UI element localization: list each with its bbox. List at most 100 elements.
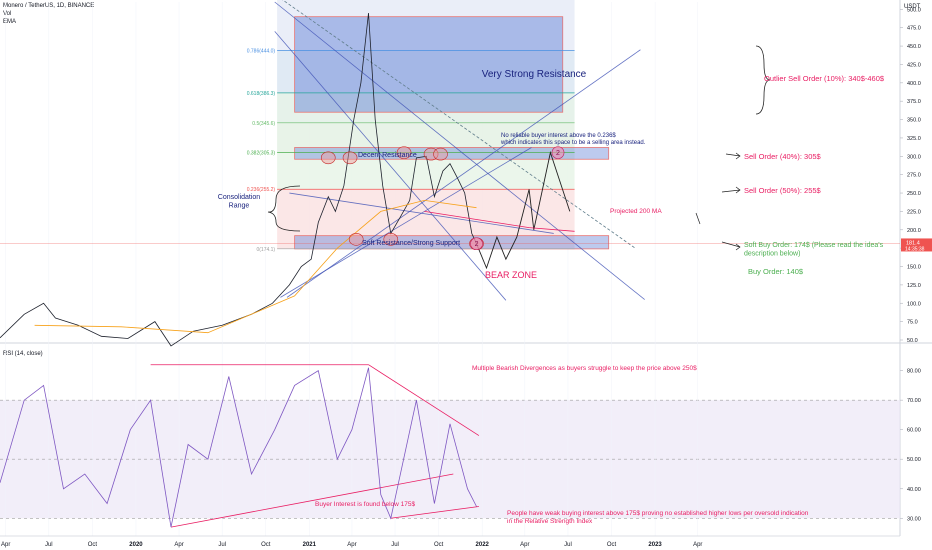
marker-2-circle <box>470 237 483 251</box>
very-strong-resistance-label: Very Strong Resistance <box>482 69 587 80</box>
fib-level-label: 0.236(255.2) <box>247 187 276 193</box>
price-axis-tick-label: 500.0 <box>907 7 921 13</box>
price-axis-tick-label: 225.0 <box>907 209 921 215</box>
time-axis-tick-label: Apr <box>347 542 356 548</box>
touch-point-circle <box>342 151 358 165</box>
time-axis-tick-label: Apr <box>174 542 183 548</box>
price-axis-tick-label: 425.0 <box>907 62 921 68</box>
price-axis-tick-label: 300.0 <box>907 154 921 160</box>
fib-band <box>277 189 575 249</box>
buy-order-label: Buy Order: 140$ <box>748 267 804 276</box>
price-axis-tick-label: 125.0 <box>907 283 921 289</box>
soft-buy-order-label: Soft Buy Order: 174$ (Please read the id… <box>744 242 884 257</box>
time-axis-tick-label: Jul <box>45 542 53 548</box>
bear-zone-label: BEAR ZONE <box>485 270 537 280</box>
trend-line <box>280 147 532 298</box>
bearish-divergence-label: Multiple Bearish Divergences as buyers s… <box>472 365 697 372</box>
marker-2-circle <box>551 146 565 159</box>
marker-2-label: 2 <box>475 241 479 248</box>
time-axis-tick-label: Jul <box>391 542 399 548</box>
current-price-value: 181.4 <box>906 240 920 246</box>
current-price-time: 14:35:38 <box>905 246 925 252</box>
price-axis-tick-label: 350.0 <box>907 118 921 124</box>
dashed-trend-line <box>282 0 636 249</box>
price-axis-tick-label: 450.0 <box>907 44 921 50</box>
time-axis-tick-label: Apr <box>693 542 702 548</box>
price-axis-tick-label: 375.0 <box>907 99 921 105</box>
sell-40-arrow <box>725 152 741 160</box>
rsi-axis-tick-label: 50.00 <box>907 457 921 463</box>
decent-resistance-zone <box>294 147 610 160</box>
rsi-series-line[interactable] <box>0 367 477 528</box>
projected-ma-label: Projected 200 MA <box>610 208 662 215</box>
touch-point-circle <box>433 147 448 161</box>
price-series-line[interactable] <box>0 12 477 347</box>
projected-path-line <box>476 150 571 270</box>
rsi-axis-tick-label: 70.00 <box>907 398 921 404</box>
fib-level-label: 0.618(386.3) <box>247 91 276 97</box>
time-axis-tick-label: 2022 <box>476 542 490 548</box>
soft-buy-arrow <box>721 241 741 251</box>
current-price-badge <box>901 238 932 252</box>
touch-point-circle <box>320 151 336 165</box>
time-axis-tick-label: Jul <box>564 542 572 548</box>
touch-point-circle <box>396 146 412 159</box>
touch-point-circle <box>383 233 399 246</box>
price-axis-tick-label: 100.0 <box>907 301 921 307</box>
ema-indicator-label[interactable]: EMA <box>3 19 17 25</box>
time-axis-tick-label: Apr <box>1 542 10 548</box>
projection-arrow <box>695 212 701 225</box>
price-axis-tick-label: 275.0 <box>907 173 921 179</box>
rsi-divergence-line <box>390 506 479 519</box>
price-axis-tick-label: 250.0 <box>907 191 921 197</box>
fib-band <box>277 0 575 51</box>
projected-200ma-line <box>424 211 575 232</box>
rsi-axis-tick-label: 30.00 <box>907 516 921 522</box>
price-axis-tick-label: 50.0 <box>907 338 918 344</box>
sell-order-50-label: Sell Order (50%): 255$ <box>744 186 822 195</box>
fib-level-label: 0.5(345.6) <box>252 121 275 127</box>
time-axis-tick-label: Jul <box>218 542 226 548</box>
soft-support-label: Soft Resistance/Strong Support <box>362 240 460 247</box>
outlier-bracket <box>755 45 771 115</box>
sell-order-40-label: Sell Order (40%): 305$ <box>744 152 822 161</box>
rsi-indicator-label[interactable]: RSI (14, close) <box>3 351 43 357</box>
price-axis-tick-label: 200.0 <box>907 228 921 234</box>
fib-level-label: 0(174.1) <box>256 247 275 253</box>
trend-line <box>274 31 507 301</box>
outlier-sell-order-label: Outlier Sell Order (10%): 340$-460$ <box>764 74 885 83</box>
very-strong-resistance-zone <box>294 16 564 113</box>
trend-line <box>289 192 554 234</box>
rsi-axis-tick-label: 60.00 <box>907 428 921 434</box>
consolidation-range-label: Consolidation Range <box>218 194 261 209</box>
consolidation-bracket <box>267 185 301 232</box>
price-axis-tick-label: 75.0 <box>907 320 918 326</box>
rsi-axis-tick-label: 40.00 <box>907 487 921 493</box>
price-axis-tick-label: 150.0 <box>907 265 921 271</box>
buyer-interest-note: No reliable buyer interest above the 0.2… <box>500 133 646 146</box>
time-axis-tick-label: Oct <box>607 542 617 548</box>
trend-line <box>286 49 641 298</box>
rsi-divergence-line <box>368 364 480 436</box>
price-axis-tick-label: 400.0 <box>907 81 921 87</box>
buyer-interest-label: Buyer Interest is found below 175$ <box>315 501 415 508</box>
weak-buying-label: People have weak buying interest above 1… <box>507 510 809 525</box>
currency-label: USDT <box>904 4 921 10</box>
marker-2-label: 2 <box>556 150 560 157</box>
ema-line <box>34 199 477 334</box>
time-axis-tick-label: 2023 <box>648 542 662 548</box>
time-axis-tick-label: Oct <box>434 542 444 548</box>
fib-level-label: 0.786(444.0) <box>247 48 276 54</box>
fib-band <box>277 152 575 190</box>
time-axis-tick-label: Apr <box>520 542 529 548</box>
volume-indicator-label[interactable]: Vol <box>3 11 12 17</box>
time-axis-tick-label: 2021 <box>303 542 317 548</box>
rsi-axis-tick-label: 80.00 <box>907 369 921 375</box>
fib-band <box>277 50 575 93</box>
rsi-divergence-line <box>170 473 454 528</box>
time-axis-tick-label: 2020 <box>129 542 143 548</box>
fib-band <box>277 92 575 123</box>
price-axis-tick-label: 325.0 <box>907 136 921 142</box>
